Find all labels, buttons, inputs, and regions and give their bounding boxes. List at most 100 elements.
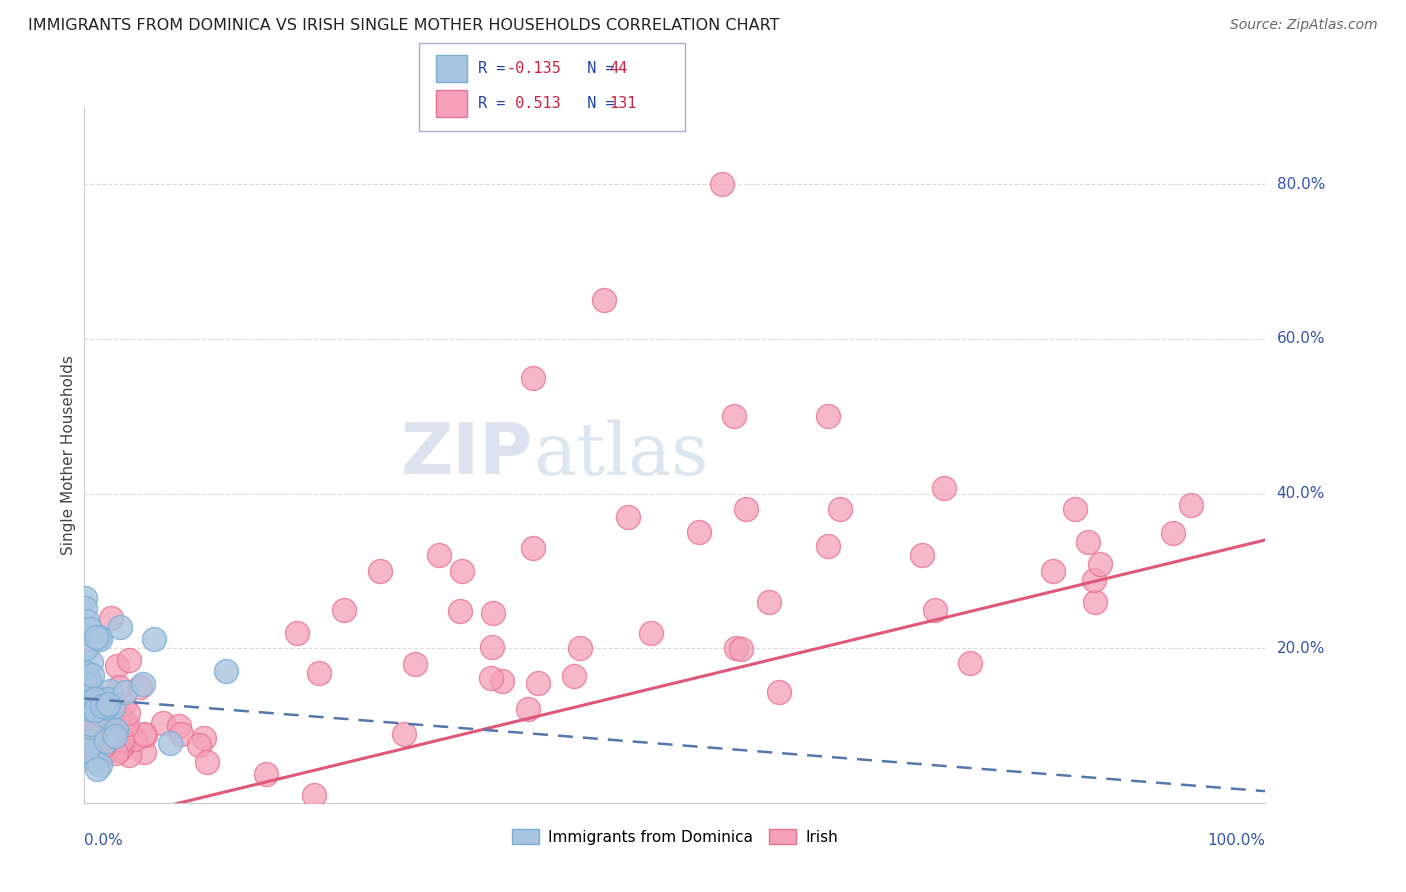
Point: [90, 741, 112, 756]
Y-axis label: Single Mother Households: Single Mother Households: [60, 355, 76, 555]
Point: [170, 727, 193, 741]
Text: 0.513: 0.513: [506, 96, 561, 111]
Point: [114, 684, 136, 698]
Point: [79, 679, 101, 693]
Point: [96, 726, 118, 740]
Point: [516, 702, 538, 716]
Point: [79, 706, 101, 721]
Point: [82, 693, 104, 707]
Point: [285, 625, 308, 640]
Point: [77, 637, 100, 651]
Point: [100, 611, 122, 625]
Point: [84, 695, 107, 709]
Point: [924, 602, 946, 616]
Point: [108, 708, 131, 723]
Point: [758, 595, 780, 609]
Point: [142, 632, 165, 646]
Point: [569, 641, 592, 656]
Point: [112, 697, 135, 711]
Point: [193, 731, 215, 746]
Point: [404, 657, 426, 671]
Point: [75, 722, 97, 736]
Text: atlas: atlas: [533, 419, 709, 491]
Point: [96, 717, 118, 731]
Text: ZIP: ZIP: [401, 420, 533, 490]
Point: [87, 747, 110, 761]
Point: [91, 699, 114, 714]
Point: [77, 722, 100, 736]
Point: [1084, 595, 1107, 609]
Point: [817, 539, 839, 553]
Point: [96, 734, 118, 748]
Point: [188, 738, 211, 752]
Point: [77, 673, 100, 687]
Point: [80, 655, 103, 669]
Point: [77, 707, 100, 722]
Point: [734, 502, 756, 516]
Point: [89, 740, 111, 755]
Text: 0.0%: 0.0%: [84, 833, 124, 848]
Point: [134, 727, 156, 741]
Point: [76, 743, 98, 757]
Point: [134, 728, 156, 742]
Point: [1088, 557, 1111, 571]
Point: [522, 370, 544, 384]
Point: [76, 677, 98, 691]
Point: [76, 722, 98, 736]
Point: [93, 738, 115, 752]
Point: [80, 700, 103, 714]
Point: [73, 672, 96, 686]
Point: [101, 736, 124, 750]
Point: [215, 664, 238, 678]
Point: [84, 744, 107, 758]
Point: [724, 641, 747, 656]
Text: 131: 131: [609, 96, 636, 111]
Point: [83, 746, 105, 760]
Point: [817, 409, 839, 424]
Point: [688, 525, 710, 540]
Point: [84, 630, 107, 644]
Point: [167, 719, 190, 733]
Point: [101, 700, 124, 714]
Point: [73, 719, 96, 733]
Point: [75, 739, 97, 753]
Point: [711, 178, 734, 192]
Point: [1083, 573, 1105, 587]
Text: N =: N =: [569, 96, 624, 111]
Point: [1180, 498, 1202, 512]
Point: [118, 748, 141, 763]
Point: [830, 502, 852, 516]
Point: [110, 620, 132, 634]
Point: [84, 703, 107, 717]
Point: [77, 740, 100, 755]
Point: [723, 409, 745, 424]
Point: [82, 723, 104, 737]
Point: [111, 739, 134, 754]
Text: IMMIGRANTS FROM DOMINICA VS IRISH SINGLE MOTHER HOUSEHOLDS CORRELATION CHART: IMMIGRANTS FROM DOMINICA VS IRISH SINGLE…: [28, 18, 779, 33]
Point: [427, 549, 450, 563]
Point: [86, 746, 108, 760]
Point: [526, 676, 548, 690]
Text: N =: N =: [569, 62, 624, 76]
Point: [76, 695, 98, 709]
Point: [76, 670, 98, 684]
Point: [117, 706, 139, 720]
Point: [911, 548, 934, 562]
Point: [491, 673, 513, 688]
Point: [96, 692, 118, 706]
Point: [104, 742, 127, 756]
Point: [80, 731, 103, 745]
Point: [75, 674, 97, 689]
Point: [90, 714, 112, 729]
Point: [124, 732, 146, 747]
Point: [115, 717, 138, 731]
Point: [107, 735, 129, 749]
Point: [91, 747, 114, 762]
Point: [91, 739, 114, 753]
Point: [94, 699, 117, 714]
Point: [105, 659, 128, 673]
Point: [79, 734, 101, 748]
Point: [104, 746, 127, 760]
Text: R =: R =: [478, 62, 515, 76]
Point: [522, 541, 544, 555]
